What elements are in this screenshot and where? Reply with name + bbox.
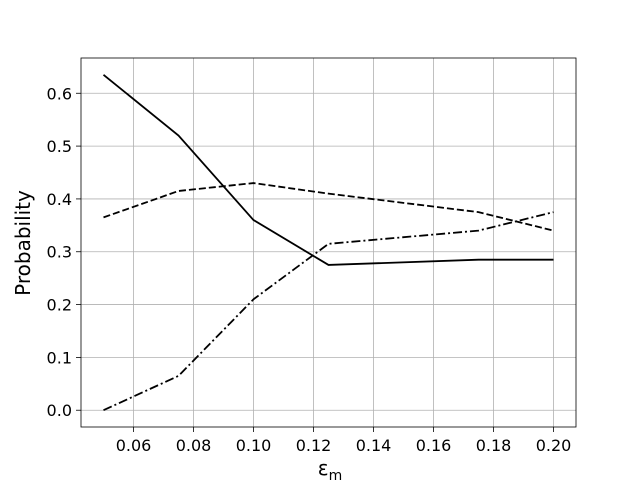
y-tick-label: 0.1 bbox=[47, 348, 72, 367]
x-tick-label: 0.14 bbox=[356, 436, 392, 455]
x-tick-label: 0.12 bbox=[296, 436, 332, 455]
x-axis-label: εm bbox=[318, 456, 342, 480]
x-tick-label: 0.06 bbox=[116, 436, 152, 455]
line-series bbox=[102, 74, 554, 266]
y-tick-label: 0.0 bbox=[47, 401, 72, 420]
y-axis-label: Probability bbox=[11, 190, 35, 296]
x-tick-label: 0.16 bbox=[416, 436, 452, 455]
y-tick-label: 0.5 bbox=[47, 137, 72, 156]
x-tick-label: 0.18 bbox=[476, 436, 512, 455]
y-tick-label: 0.3 bbox=[47, 243, 72, 262]
x-tick-label: 0.08 bbox=[176, 436, 212, 455]
line-series bbox=[103, 211, 554, 412]
y-tick-label: 0.2 bbox=[47, 296, 72, 315]
x-label-main: ε bbox=[318, 456, 329, 480]
plot-frame bbox=[80, 57, 577, 428]
x-tick-label: 0.10 bbox=[236, 436, 272, 455]
x-tick-label: 0.20 bbox=[536, 436, 572, 455]
y-tick-label: 0.4 bbox=[47, 190, 72, 209]
y-tick-label: 0.6 bbox=[47, 84, 72, 103]
line-series bbox=[103, 182, 554, 232]
x-label-sub: m bbox=[329, 468, 343, 480]
